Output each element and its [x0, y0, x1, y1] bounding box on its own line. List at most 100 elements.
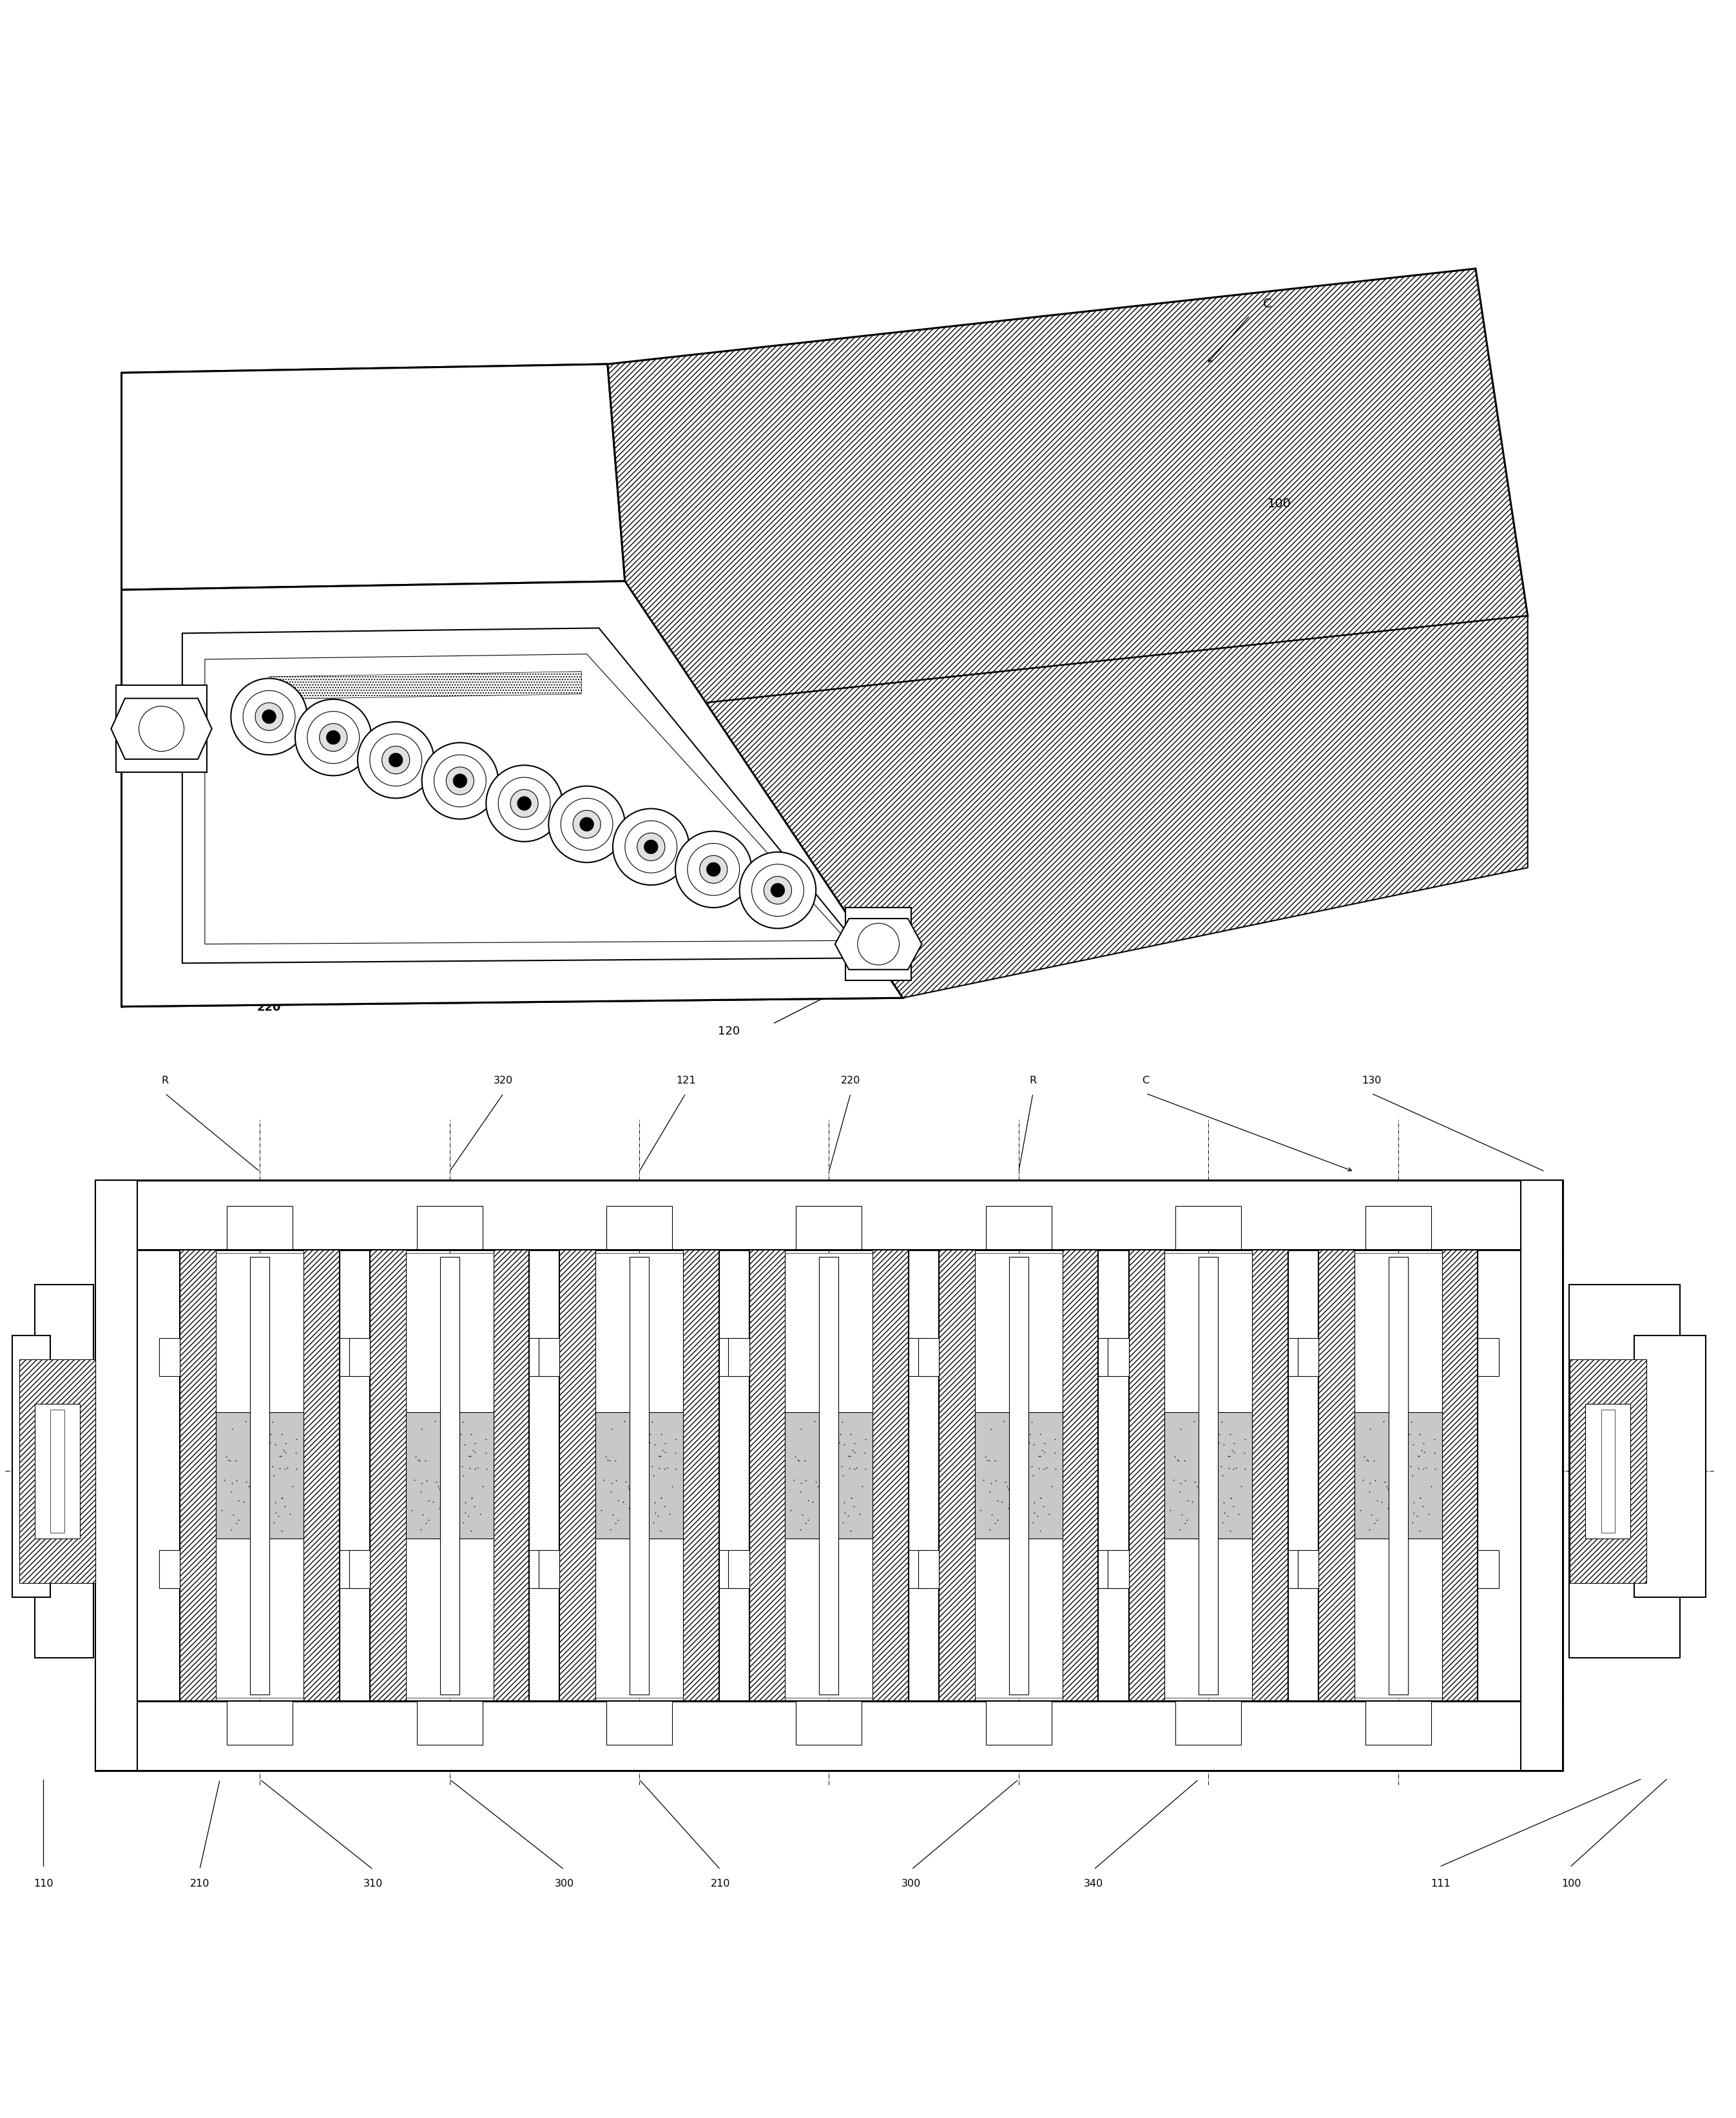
Point [1397, 1506, 1425, 1540]
Point [837, 1480, 865, 1514]
Point [464, 1451, 491, 1485]
Point [651, 1436, 679, 1470]
Point [641, 1428, 668, 1461]
Text: C: C [1262, 299, 1272, 309]
Point [1397, 1449, 1425, 1483]
Point [1000, 1411, 1028, 1444]
Point [990, 1404, 1017, 1438]
Point [222, 1464, 250, 1497]
Point [1021, 1428, 1049, 1461]
Point [799, 1485, 826, 1519]
Point [1215, 1514, 1243, 1548]
Bar [1175, 1701, 1241, 1745]
Point [800, 1404, 828, 1438]
Point [811, 1466, 838, 1500]
Bar [939, 1250, 1099, 1701]
Point [1024, 1500, 1052, 1533]
Point [1028, 1480, 1055, 1514]
Point [259, 1449, 286, 1483]
Text: 300: 300 [554, 1879, 575, 1887]
Circle shape [243, 690, 295, 743]
Bar [227, 1701, 293, 1745]
Point [432, 1434, 460, 1468]
Point [448, 1404, 476, 1438]
Text: 121: 121 [675, 1076, 696, 1084]
Point [217, 1512, 245, 1546]
Point [424, 1470, 451, 1504]
Point [1180, 1466, 1208, 1500]
Bar [1252, 1250, 1288, 1701]
Point [1003, 1506, 1031, 1540]
Bar [606, 1701, 672, 1745]
Point [1370, 1404, 1397, 1438]
Text: 120: 120 [719, 1025, 740, 1038]
Bar [1165, 1254, 1252, 1699]
Point [806, 1491, 833, 1525]
Bar [918, 1550, 939, 1589]
Point [1200, 1434, 1227, 1468]
Point [1349, 1464, 1377, 1497]
Polygon shape [608, 269, 1528, 712]
Bar [1585, 1404, 1630, 1538]
Point [1220, 1425, 1248, 1459]
Point [1220, 1436, 1248, 1470]
Point [410, 1497, 437, 1531]
Point [649, 1434, 677, 1468]
Point [587, 1493, 615, 1527]
Point [615, 1472, 642, 1506]
Point [793, 1504, 821, 1538]
Bar [1443, 1250, 1477, 1701]
Polygon shape [835, 919, 922, 970]
Bar [797, 1207, 861, 1250]
Point [594, 1442, 621, 1476]
Point [1208, 1404, 1236, 1438]
Bar [529, 1339, 550, 1377]
Point [271, 1436, 299, 1470]
Point [455, 1500, 483, 1533]
Point [1399, 1495, 1427, 1529]
Point [1026, 1514, 1054, 1548]
Point [271, 1489, 299, 1523]
Circle shape [580, 818, 594, 832]
Bar [1521, 1180, 1562, 1771]
Point [462, 1436, 490, 1470]
Point [1193, 1434, 1220, 1468]
Point [597, 1512, 625, 1546]
Point [621, 1466, 649, 1500]
Point [1410, 1425, 1437, 1459]
Circle shape [382, 746, 410, 775]
Point [826, 1417, 854, 1451]
Point [1420, 1436, 1448, 1470]
Point [1375, 1464, 1403, 1497]
Point [623, 1483, 651, 1516]
Point [450, 1506, 477, 1540]
Point [1396, 1417, 1424, 1451]
Point [243, 1434, 271, 1468]
Point [1361, 1444, 1389, 1478]
Bar [630, 1256, 649, 1694]
Point [615, 1491, 642, 1525]
Point [1358, 1497, 1385, 1531]
Point [1356, 1474, 1384, 1508]
Point [1408, 1434, 1436, 1468]
Point [1210, 1428, 1238, 1461]
Point [833, 1500, 861, 1533]
Point [1205, 1417, 1233, 1451]
Point [639, 1506, 667, 1540]
Bar [160, 1339, 181, 1377]
Circle shape [637, 832, 665, 862]
Point [465, 1497, 493, 1531]
Point [411, 1506, 439, 1540]
Point [469, 1470, 496, 1504]
Point [1363, 1485, 1391, 1519]
Point [802, 1466, 830, 1500]
Point [1021, 1487, 1049, 1521]
Point [1226, 1497, 1253, 1531]
Circle shape [771, 883, 785, 898]
Bar [538, 1550, 559, 1589]
Point [1167, 1466, 1194, 1500]
Point [1382, 1434, 1410, 1468]
Point [621, 1430, 649, 1464]
Point [835, 1451, 863, 1485]
Point [597, 1474, 625, 1508]
